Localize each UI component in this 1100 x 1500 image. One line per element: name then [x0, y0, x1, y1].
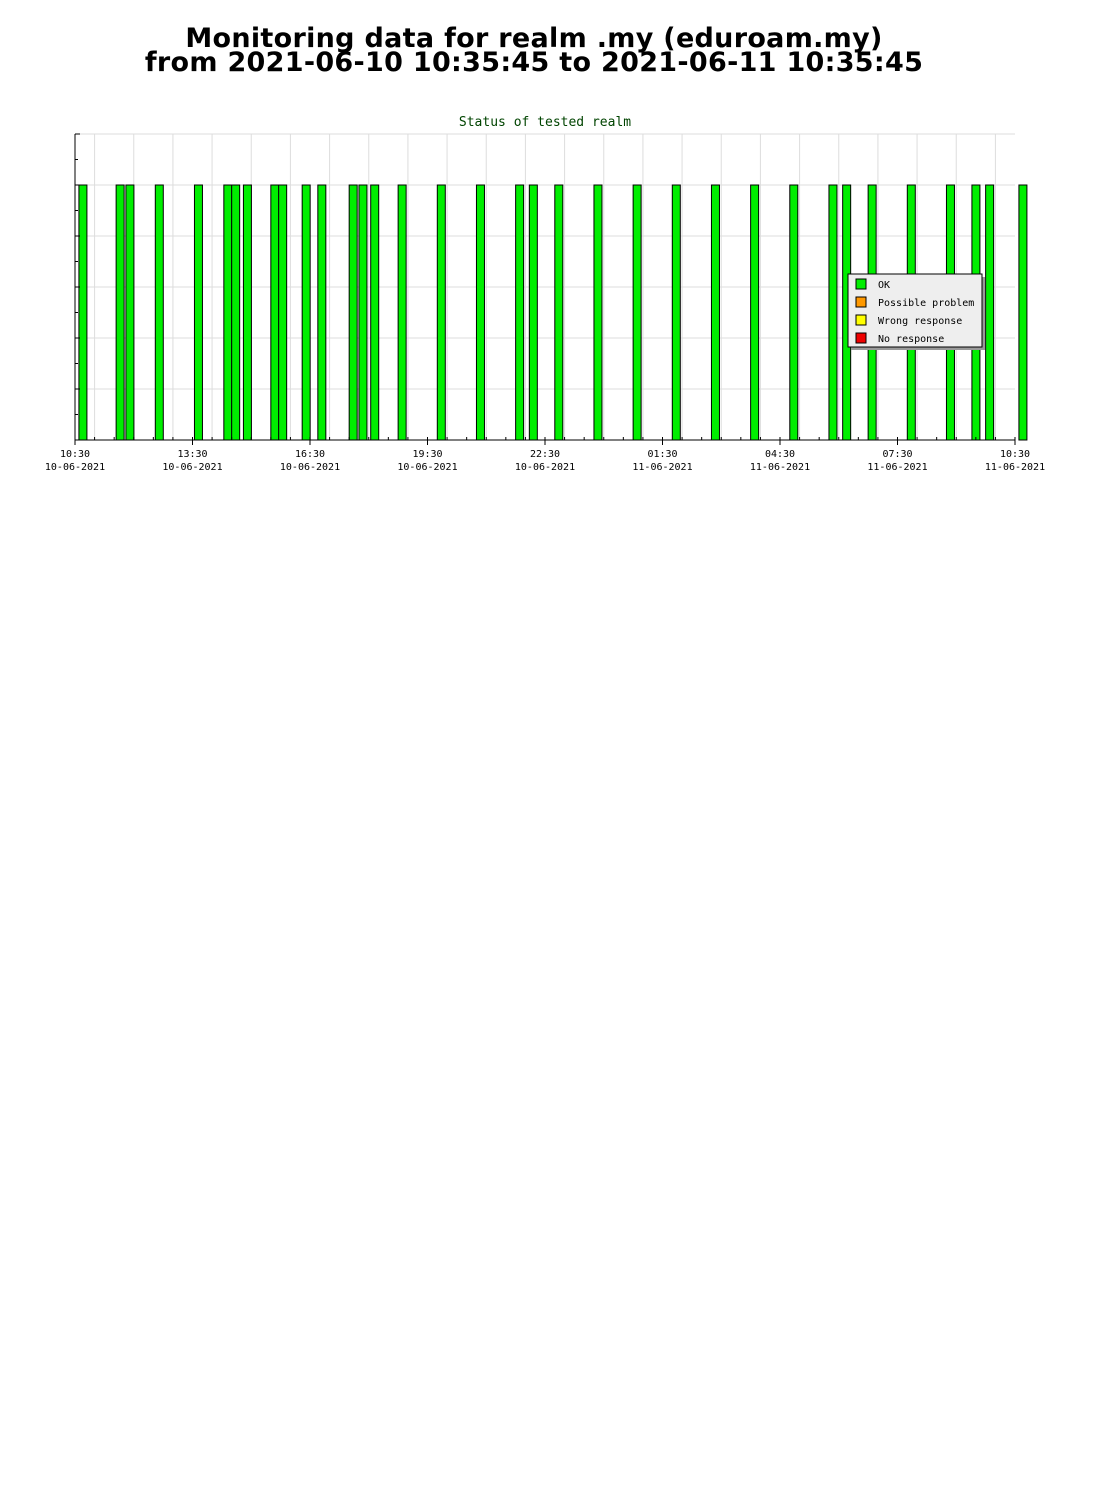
page-title-line1: Monitoring data for realm .my (eduroam.m… — [185, 23, 883, 54]
x-tick-label-time: 01:30 — [647, 449, 677, 460]
x-tick-label-time: 13:30 — [177, 449, 207, 460]
bar-ok — [370, 184, 380, 441]
x-tick-label-date: 11-06-2021 — [867, 462, 927, 473]
page-title-line2: from 2021-06-10 10:35:45 to 2021-06-11 1… — [144, 47, 924, 78]
bar-ok — [985, 184, 995, 441]
x-tick-label-date: 10-06-2021 — [162, 462, 222, 473]
bar-ok — [278, 184, 288, 441]
bar-ok — [348, 184, 358, 441]
legend-swatch — [855, 332, 867, 344]
bar-ok — [115, 184, 125, 441]
x-tick-label-date: 11-06-2021 — [632, 462, 692, 473]
bar-ok — [270, 184, 280, 441]
bar-ok — [436, 184, 446, 441]
x-tick-label-date: 11-06-2021 — [750, 462, 810, 473]
bar-ok — [632, 184, 642, 441]
bar-ok — [78, 184, 88, 441]
legend-swatch — [855, 296, 867, 308]
bar-ok — [710, 184, 720, 441]
bar-ok — [671, 184, 681, 441]
legend-label: Possible problem — [878, 298, 974, 309]
bar-ok — [301, 184, 311, 441]
bar-ok — [358, 184, 368, 441]
legend-swatch — [855, 314, 867, 326]
x-tick-label-date: 10-06-2021 — [397, 462, 457, 473]
bar-ok — [397, 184, 407, 441]
status-chart: Status of tested realm 10:30 10-06-2021 13:… — [45, 115, 1045, 473]
x-tick-label-time: 04:30 — [765, 449, 795, 460]
bar-ok — [1018, 184, 1028, 441]
bar-ok — [317, 184, 327, 441]
legend-box — [847, 273, 983, 348]
x-tick-label-date: 10-06-2021 — [45, 462, 105, 473]
x-tick-label-date: 10-06-2021 — [515, 462, 575, 473]
bar-ok — [193, 184, 203, 441]
bar-ok — [125, 184, 135, 441]
legend-label: OK — [878, 280, 890, 291]
x-tick-label-date: 10-06-2021 — [280, 462, 340, 473]
legend-swatch — [855, 278, 867, 290]
bar-ok — [789, 184, 799, 441]
x-tick-label-time: 10:30 — [60, 449, 90, 460]
bar-ok — [528, 184, 538, 441]
bar-ok — [554, 184, 564, 441]
bar-ok — [242, 184, 252, 441]
legend-label: No response — [878, 334, 944, 345]
x-tick-label-time: 07:30 — [882, 449, 912, 460]
bar-ok — [828, 184, 838, 441]
x-tick-label-time: 22:30 — [530, 449, 560, 460]
bar-ok — [515, 184, 525, 441]
bar-ok — [154, 184, 164, 441]
bar-ok — [231, 184, 241, 441]
bar-ok — [593, 184, 603, 441]
bar-ok — [750, 184, 760, 441]
x-tick-label-date: 11-06-2021 — [985, 462, 1045, 473]
x-tick-label-time: 19:30 — [412, 449, 442, 460]
bar-ok — [223, 184, 233, 441]
x-tick-label-time: 10:30 — [1000, 449, 1030, 460]
legend-label: Wrong response — [878, 316, 962, 327]
chart-title: Status of tested realm — [459, 115, 631, 130]
x-tick-label-time: 16:30 — [295, 449, 325, 460]
bar-ok — [475, 184, 485, 441]
